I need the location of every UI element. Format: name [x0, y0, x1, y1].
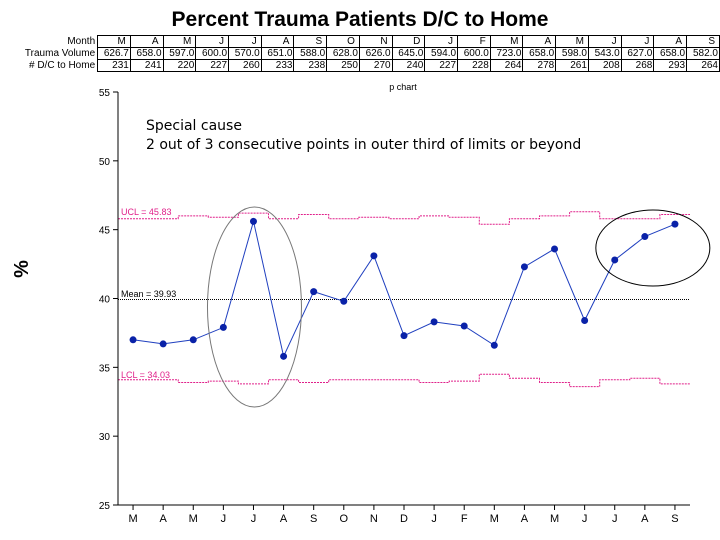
x-tick-label: M — [550, 513, 559, 525]
data-point — [189, 336, 197, 344]
data-point — [249, 217, 257, 225]
x-tick-label: J — [221, 513, 227, 525]
x-tick-label: M — [128, 513, 137, 525]
ucl-line — [118, 211, 690, 225]
y-tick-label: 35 — [99, 363, 111, 374]
data-point — [520, 263, 528, 271]
volume-cell-row-label: Trauma Volume — [24, 48, 96, 59]
y-tick-label: 30 — [99, 432, 111, 443]
special-cause-ellipse-2 — [595, 209, 711, 287]
data-point — [400, 332, 408, 340]
x-tick-label: D — [400, 513, 408, 525]
ucl-label: UCL = 45.83 — [121, 207, 171, 217]
data-point — [430, 318, 438, 326]
y-axis-label: % — [11, 260, 33, 278]
annotations — [206, 206, 711, 408]
dc-cell: 220 — [162, 59, 197, 72]
dc-to-home-row: # D/C to Home 231 241 220 227 260 233 238 250 270… — [12, 59, 720, 72]
data-point — [280, 352, 288, 360]
x-tick-label: F — [461, 513, 468, 525]
data-series — [129, 217, 679, 360]
x-tick-label: A — [159, 513, 167, 525]
data-point — [671, 220, 679, 228]
data-point — [219, 323, 227, 331]
data-point — [641, 233, 649, 241]
data-point — [370, 252, 378, 260]
dc-cell: 227 — [195, 59, 230, 72]
data-point — [490, 341, 498, 349]
data-point — [460, 322, 468, 330]
data-point — [129, 336, 137, 344]
x-tick-label: A — [280, 513, 288, 525]
x-tick-label: J — [582, 513, 588, 525]
data-point — [310, 288, 318, 296]
y-tick-label: 55 — [99, 88, 111, 99]
dc-cell-row-label: # D/C to Home — [29, 60, 96, 71]
annotation-line-1: Special cause — [146, 118, 242, 134]
mean-label: Mean = 39.93 — [121, 289, 176, 299]
axes: 25 30 35 40 45 50 55 M A M J J A S O N D J F M A M J J A S — [99, 88, 690, 525]
lcl-label: LCL = 34.03 — [121, 370, 170, 380]
month-cell-row-label: Month — [67, 36, 96, 47]
x-tick-label: J — [431, 513, 437, 525]
y-tick-label: 50 — [99, 157, 111, 168]
y-tick-label: 25 — [99, 501, 111, 512]
y-tick-label: 45 — [99, 226, 111, 237]
data-point — [611, 256, 619, 264]
x-tick-label: O — [340, 513, 349, 525]
x-tick-label: M — [490, 513, 499, 525]
chart-subtitle: p chart — [389, 82, 417, 92]
data-table: Month M A M J J A S O N D J F M A M J J A S Trauma Volume 62… — [12, 35, 720, 72]
x-tick-label: S — [671, 513, 678, 525]
chart-title: Percent Trauma Patients D/C to Home — [171, 8, 549, 31]
x-tick-label: N — [370, 513, 378, 525]
annotation-line-2: 2 out of 3 consecutive points in outer t… — [146, 137, 581, 153]
dc-cell: 264 — [686, 59, 720, 72]
dc-cell: 238 — [293, 59, 328, 72]
lcl-line — [118, 373, 690, 388]
x-tick-label: A — [521, 513, 529, 525]
control-limits — [118, 211, 690, 388]
x-tick-label: J — [612, 513, 618, 525]
x-tick-label: J — [251, 513, 257, 525]
x-tick-label: S — [310, 513, 317, 525]
y-tick-label: 40 — [99, 295, 111, 306]
x-tick-label: A — [641, 513, 649, 525]
dc-cell: 264 — [489, 59, 524, 72]
data-point — [551, 245, 559, 253]
data-point — [340, 297, 348, 305]
x-tick-label: M — [189, 513, 198, 525]
data-point — [159, 340, 167, 348]
special-cause-ellipse-1 — [206, 206, 302, 408]
data-point — [581, 317, 589, 325]
dc-cell: 233 — [260, 59, 295, 72]
